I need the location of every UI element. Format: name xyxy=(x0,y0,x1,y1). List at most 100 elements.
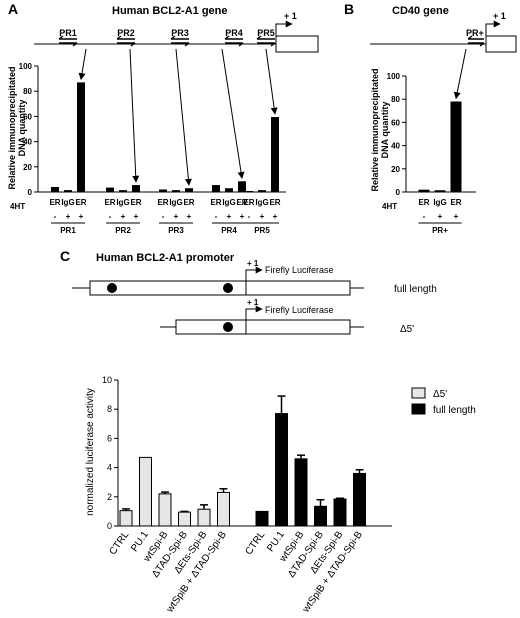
bar xyxy=(172,190,180,192)
binding-site-marker xyxy=(223,322,233,332)
primer-pair xyxy=(256,35,276,47)
chart-c-ylabel: normalized luciferase activity xyxy=(85,388,96,516)
bar xyxy=(450,101,462,192)
pointer-arrow xyxy=(453,48,467,100)
bar xyxy=(258,190,266,192)
chart-b: Relative immunoprecipitated DNA quantity… xyxy=(370,48,476,235)
bar xyxy=(212,185,220,192)
y-tick-label: 60 xyxy=(391,118,400,127)
y-tick-label: 80 xyxy=(23,87,32,96)
treatment-sign: + xyxy=(66,212,71,221)
primer-label: PR+ xyxy=(466,28,484,38)
panel-a-letter: A xyxy=(8,1,18,17)
pointer-arrow xyxy=(265,48,278,115)
category-label: CTRL xyxy=(107,529,131,557)
legend-swatch xyxy=(411,387,426,399)
category-label: IgG xyxy=(255,198,268,207)
category-label: ER xyxy=(130,198,141,207)
tss-label: + 1 xyxy=(247,259,259,268)
group-label: PR1 xyxy=(60,226,76,235)
group-label: PR5 xyxy=(254,226,270,235)
bar xyxy=(159,189,167,192)
primer-pair xyxy=(170,35,190,47)
category-label: ER xyxy=(243,198,254,207)
bar xyxy=(64,190,72,192)
chart-a-ylabel-line1: Relative immunoprecipitated xyxy=(7,66,17,189)
exon-box xyxy=(485,35,517,53)
category-label: ER xyxy=(236,198,247,207)
category-label: IgG xyxy=(169,198,182,207)
primer-pair xyxy=(224,35,244,47)
chart-a-treatment-label: 4HT xyxy=(10,202,25,211)
legend-swatch xyxy=(411,403,426,415)
group-label: PR+ xyxy=(432,226,448,235)
group-label: PR2 xyxy=(115,226,131,235)
bar xyxy=(434,190,446,192)
binding-site-marker xyxy=(223,283,233,293)
y-tick-label: 0 xyxy=(396,188,401,197)
treatment-sign: + xyxy=(174,212,179,221)
group-label: PR3 xyxy=(168,226,184,235)
primer-pair xyxy=(467,35,485,47)
primer-label: PR4 xyxy=(225,28,243,38)
category-label: ER xyxy=(450,198,461,207)
pointer-arrow xyxy=(221,48,245,179)
chart-a-ylabel-line2: DNA quantity xyxy=(17,100,27,157)
y-tick-label: 0 xyxy=(107,521,112,531)
bar xyxy=(77,82,85,192)
panel-a-title: Human BCL2-A1 gene xyxy=(112,5,228,17)
primer-label: PR1 xyxy=(59,28,77,38)
category-label: ER xyxy=(157,198,168,207)
panel-c-title: Human BCL2-A1 promoter xyxy=(96,252,235,264)
treatment-sign: + xyxy=(273,212,278,221)
y-tick-label: 100 xyxy=(387,72,401,81)
y-tick-label: 40 xyxy=(391,142,400,151)
chart-b-ylabel-line2: DNA quantity xyxy=(380,102,390,159)
treatment-sign: + xyxy=(187,212,192,221)
y-tick-label: 60 xyxy=(23,112,32,121)
tss-label: + 1 xyxy=(247,298,259,307)
panel-b-gene-diagram: + 1 PR+ xyxy=(370,11,517,53)
bar xyxy=(314,505,327,527)
promoter-box xyxy=(175,319,247,335)
primer-pair xyxy=(58,35,78,47)
treatment-sign: - xyxy=(248,212,251,221)
bar xyxy=(294,458,308,527)
y-tick-label: 2 xyxy=(107,492,112,502)
panel-c-letter: C xyxy=(60,248,70,264)
bar xyxy=(418,189,430,192)
treatment-sign: - xyxy=(162,212,165,221)
bar xyxy=(51,186,59,192)
treatment-sign: - xyxy=(54,212,57,221)
tss-arrow xyxy=(485,20,501,44)
y-tick-label: 20 xyxy=(391,165,400,174)
primer-label: PR3 xyxy=(171,28,189,38)
category-label: ER xyxy=(75,198,86,207)
y-tick-label: 20 xyxy=(23,163,32,172)
tss-label: + 1 xyxy=(493,11,506,21)
y-tick-label: 4 xyxy=(107,463,112,473)
bar xyxy=(245,190,253,192)
treatment-sign: + xyxy=(260,212,265,221)
category-label: ER xyxy=(210,198,221,207)
chart-a: Relative immunoprecipitated DNA quantity… xyxy=(7,48,286,235)
legend-label: Δ5' xyxy=(433,389,447,400)
tss-arrow xyxy=(275,20,293,44)
reporter-label: Firefly Luciferase xyxy=(265,305,334,315)
tss-arrow xyxy=(245,266,263,281)
exon-box xyxy=(275,35,319,53)
construct-name: Δ5' xyxy=(400,324,414,335)
treatment-sign: + xyxy=(121,212,126,221)
bar xyxy=(139,456,152,527)
legend-label: full length xyxy=(433,405,476,416)
treatment-sign: + xyxy=(454,212,459,221)
bar xyxy=(217,491,230,527)
panel-b-letter: B xyxy=(344,1,354,17)
category-label: ER xyxy=(183,198,194,207)
primer-pair xyxy=(116,35,136,47)
y-tick-label: 8 xyxy=(107,404,112,414)
bar xyxy=(271,117,279,192)
chart-b-treatment-label: 4HT xyxy=(382,202,397,211)
bar xyxy=(353,472,366,527)
bar xyxy=(158,493,172,527)
